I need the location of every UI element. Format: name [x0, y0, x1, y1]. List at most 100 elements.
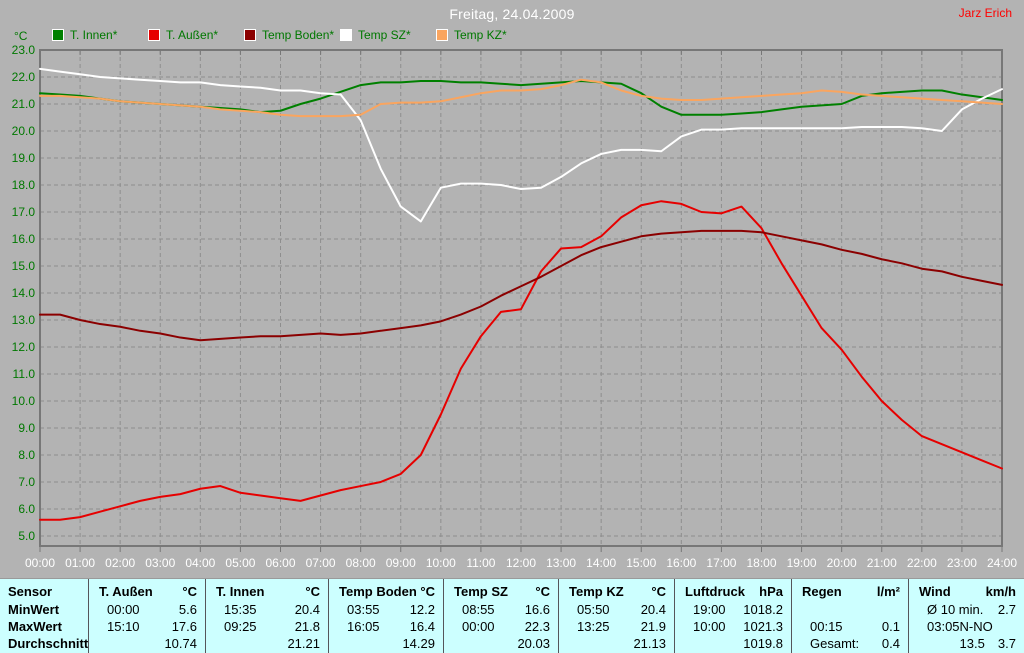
stat-value: 21.21 — [287, 636, 320, 651]
svg-text:7.0: 7.0 — [18, 475, 35, 489]
legend-swatch-icon — [244, 29, 256, 41]
stats-col-luftdruck: Luftdruck hPa 19:00 1018.2 10:00 1021.3 101… — [674, 579, 791, 653]
svg-text:21.0: 21.0 — [12, 97, 36, 111]
stat-time: 00:00 — [107, 602, 140, 617]
legend-label: T. Außen* — [166, 28, 219, 42]
svg-text:01:00: 01:00 — [65, 556, 95, 570]
legend-item-t-aussen: T. Außen* — [148, 28, 244, 42]
stat-time: 19:00 — [693, 602, 726, 617]
stats-col-temp-kz: Temp KZ °C 05:50 20.4 13:25 21.9 21.13 — [558, 579, 674, 653]
svg-text:9.0: 9.0 — [18, 421, 35, 435]
col-unit: km/h — [985, 584, 1016, 599]
col-unit: °C — [420, 584, 435, 599]
col-name: Temp KZ — [569, 584, 624, 599]
stat-value: 20.03 — [517, 636, 550, 651]
stat-time — [685, 635, 693, 652]
stat-value: 17.6 — [171, 619, 197, 634]
svg-text:23.0: 23.0 — [12, 43, 36, 57]
svg-text:16.0: 16.0 — [12, 232, 36, 246]
legend-item-temp-sz: Temp SZ* — [340, 28, 436, 42]
legend-swatch-icon — [52, 29, 64, 41]
svg-text:20.0: 20.0 — [12, 124, 36, 138]
svg-text:13:00: 13:00 — [546, 556, 576, 570]
legend-label: T. Innen* — [70, 28, 118, 42]
svg-text:18:00: 18:00 — [746, 556, 776, 570]
stat-time: 00:15 — [810, 619, 843, 634]
author-label: Jarz Erich — [958, 6, 1012, 20]
svg-text:12.0: 12.0 — [12, 340, 36, 354]
legend-item-t-innen: T. Innen* — [52, 28, 148, 42]
col-unit: l/m² — [876, 584, 900, 599]
legend-item-temp-boden: Temp Boden* — [244, 28, 340, 42]
stat-value: 16.4 — [409, 619, 435, 634]
stat-time: 03:05 — [927, 619, 960, 634]
svg-text:18.0: 18.0 — [12, 178, 36, 192]
temperature-chart: 23.0 22.0 21.0 20.0 19.0 18.0 17.0 16.0 15.0 14.0… — [12, 43, 1018, 570]
svg-text:03:00: 03:00 — [145, 556, 175, 570]
svg-text:07:00: 07:00 — [306, 556, 336, 570]
legend-label: Temp KZ* — [454, 28, 507, 42]
stat-value: 21.9 — [640, 619, 666, 634]
svg-text:17.0: 17.0 — [12, 205, 36, 219]
stat-value: 20.4 — [640, 602, 666, 617]
svg-text:09:00: 09:00 — [386, 556, 416, 570]
stat-value: 22.3 — [524, 619, 550, 634]
stats-col-sensor: Sensor MinWert MaxWert Durchschnitt — [0, 579, 88, 653]
stat-time: 03:55 — [347, 602, 380, 617]
stat-time: 15:10 — [107, 619, 140, 634]
stat-time: 05:50 — [577, 602, 610, 617]
svg-text:22:00: 22:00 — [907, 556, 937, 570]
svg-text:02:00: 02:00 — [105, 556, 135, 570]
stat-value: 1019.8 — [743, 636, 783, 651]
stat-time: Ø 10 min. — [927, 602, 984, 617]
svg-text:04:00: 04:00 — [185, 556, 215, 570]
stat-value: 3.7 — [997, 636, 1016, 651]
col-name: Luftdruck — [685, 584, 745, 599]
svg-text:08:00: 08:00 — [346, 556, 376, 570]
stat-time — [339, 635, 347, 652]
svg-text:14:00: 14:00 — [586, 556, 616, 570]
svg-text:06:00: 06:00 — [265, 556, 295, 570]
svg-text:16:00: 16:00 — [666, 556, 696, 570]
stat-value: N-NO 13.5 — [959, 619, 993, 651]
legend-swatch-icon — [340, 29, 352, 41]
col-name: T. Innen — [216, 584, 265, 599]
stat-value: 1018.2 — [743, 602, 783, 617]
svg-text:19:00: 19:00 — [787, 556, 817, 570]
stat-time — [919, 635, 927, 652]
chart-legend: T. Innen* T. Außen* Temp Boden* Temp SZ*… — [52, 28, 532, 42]
stats-col-t-innen: T. Innen °C 15:35 20.4 09:25 21.8 21.21 — [205, 579, 328, 653]
stat-value: 2.7 — [997, 602, 1016, 617]
stat-time: 08:55 — [462, 602, 495, 617]
svg-text:6.0: 6.0 — [18, 502, 35, 516]
svg-text:00:00: 00:00 — [25, 556, 55, 570]
stat-time: 00:00 — [462, 619, 495, 634]
svg-text:10.0: 10.0 — [12, 394, 36, 408]
col-unit: °C — [651, 584, 666, 599]
svg-text:14.0: 14.0 — [12, 286, 36, 300]
stat-time: 16:05 — [347, 619, 380, 634]
stat-value: 21.13 — [633, 636, 666, 651]
stat-value: 20.4 — [294, 602, 320, 617]
svg-text:22.0: 22.0 — [12, 70, 36, 84]
svg-text:11.0: 11.0 — [13, 367, 36, 381]
stat-time: Gesamt: — [810, 636, 860, 651]
legend-label: Temp SZ* — [358, 28, 411, 42]
col-unit: °C — [182, 584, 197, 599]
svg-text:21:00: 21:00 — [867, 556, 897, 570]
stats-col-wind: Wind km/h Ø 10 min. 2.7 03:05 N-NO 13.5 3.7 — [908, 579, 1024, 653]
svg-text:20:00: 20:00 — [827, 556, 857, 570]
svg-text:05:00: 05:00 — [225, 556, 255, 570]
stats-col-t-aussen: T. Außen °C 00:00 5.6 15:10 17.6 10.74 — [88, 579, 205, 653]
stat-value: 21.8 — [294, 619, 320, 634]
svg-text:15:00: 15:00 — [626, 556, 656, 570]
stat-time: 09:25 — [224, 619, 257, 634]
row-label: MaxWert — [8, 619, 62, 634]
col-unit: °C — [305, 584, 320, 599]
col-name: Temp SZ — [454, 584, 508, 599]
stat-value: 1021.3 — [743, 619, 783, 634]
svg-text:17:00: 17:00 — [706, 556, 736, 570]
stats-col-temp-boden: Temp Boden °C 03:55 12.2 16:05 16.4 14.29 — [328, 579, 443, 653]
stat-value: 16.6 — [524, 602, 550, 617]
